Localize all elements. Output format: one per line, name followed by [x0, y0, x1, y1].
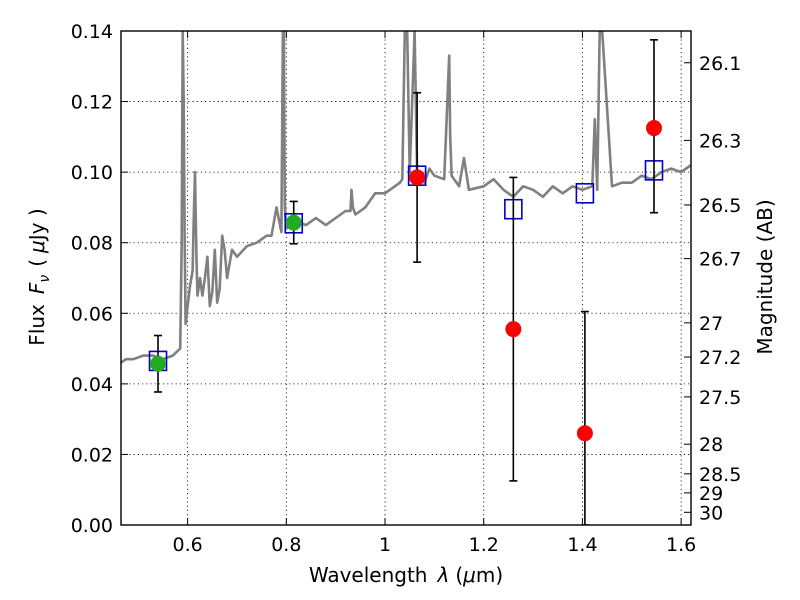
ticks: 0.6 0.8 1 1.2 1.4 1.6 0.00 0.02 0.04 0.06 0.08 0.10…	[71, 21, 742, 556]
x-axis-label: Wavelength λ (μm)	[309, 563, 503, 587]
y-axis-label: FluxFν(μJy )	[25, 208, 53, 345]
plot-frame	[120, 30, 692, 526]
upper-limit-point	[645, 120, 662, 137]
y2-tick-label: 27.2	[699, 347, 741, 369]
y-tick-label: 0.12	[71, 92, 113, 114]
y2-tick-label: 28	[699, 434, 723, 456]
y-tick-label: 0.02	[71, 444, 113, 466]
x-tick-label: 0.6	[173, 534, 203, 556]
y2-tick-label: 26.5	[699, 195, 741, 217]
spectrum-line	[121, 31, 691, 364]
y-tick-label: 0.10	[71, 162, 113, 184]
y-tick-label: 0.00	[71, 515, 113, 537]
x-tick-label: 0.8	[271, 534, 301, 556]
y-tick-label: 0.08	[71, 233, 113, 255]
y2-tick-label: 27.5	[699, 387, 741, 409]
x-tick-label: 1.6	[666, 534, 696, 556]
model-photometry-square	[575, 183, 595, 204]
y-tick-label: 0.06	[71, 303, 113, 325]
y2-tick-label: 27	[699, 313, 723, 335]
detection-point	[285, 214, 302, 231]
detection-point	[150, 355, 167, 372]
y2-tick-label: 26.3	[699, 130, 741, 152]
x-tick-label: 1.4	[567, 534, 597, 556]
y-tick-label: 0.14	[71, 21, 113, 43]
x-tick-label: 1	[379, 534, 391, 556]
upper-limit-point	[505, 321, 522, 338]
spectrum-layer	[121, 31, 691, 364]
grid	[121, 30, 691, 526]
y2-tick-label: 26.7	[699, 249, 741, 271]
x-tick-label: 1.2	[469, 534, 499, 556]
marker-layer	[148, 39, 664, 525]
y2-tick-label: 28.5	[699, 464, 741, 486]
upper-limit-point	[576, 425, 593, 442]
y2-tick-label: 29	[699, 483, 723, 505]
y2-tick-label: 26.1	[699, 53, 741, 75]
y-tick-label: 0.04	[71, 374, 113, 396]
upper-limit-point	[409, 169, 426, 186]
y2-tick-label: 30	[699, 502, 723, 524]
y2-axis-label: Magnitude (AB)	[753, 199, 777, 354]
